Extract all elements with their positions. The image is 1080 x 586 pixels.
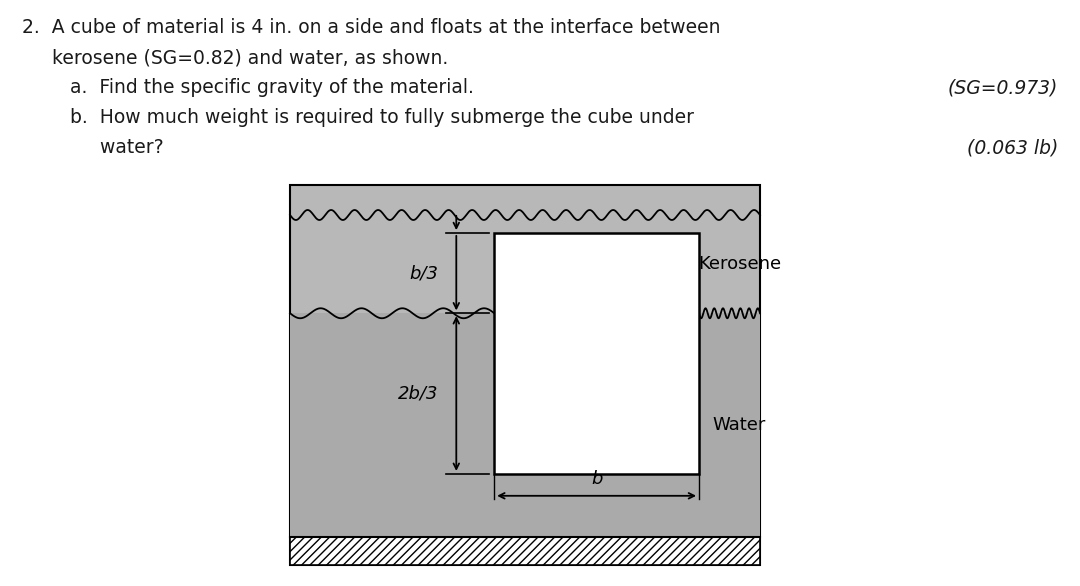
Bar: [291, 185, 760, 565]
Bar: [291, 314, 760, 537]
Text: (0.063 lb): (0.063 lb): [967, 138, 1058, 157]
Text: a.  Find the specific gravity of the material.: a. Find the specific gravity of the mate…: [22, 78, 474, 97]
Text: b: b: [591, 470, 603, 488]
Text: 2b/3: 2b/3: [397, 384, 438, 403]
Text: b.  How much weight is required to fully submerge the cube under: b. How much weight is required to fully …: [22, 108, 694, 127]
Text: Water: Water: [713, 416, 766, 434]
Text: kerosene (SG=0.82) and water, as shown.: kerosene (SG=0.82) and water, as shown.: [22, 48, 448, 67]
Bar: [495, 233, 699, 474]
Text: b/3: b/3: [409, 264, 438, 282]
Text: Kerosene: Kerosene: [698, 255, 781, 273]
Text: water?: water?: [22, 138, 164, 157]
Text: 2.  A cube of material is 4 in. on a side and floats at the interface between: 2. A cube of material is 4 in. on a side…: [22, 18, 720, 37]
Bar: [291, 537, 760, 565]
Text: (SG=0.973): (SG=0.973): [947, 78, 1058, 97]
